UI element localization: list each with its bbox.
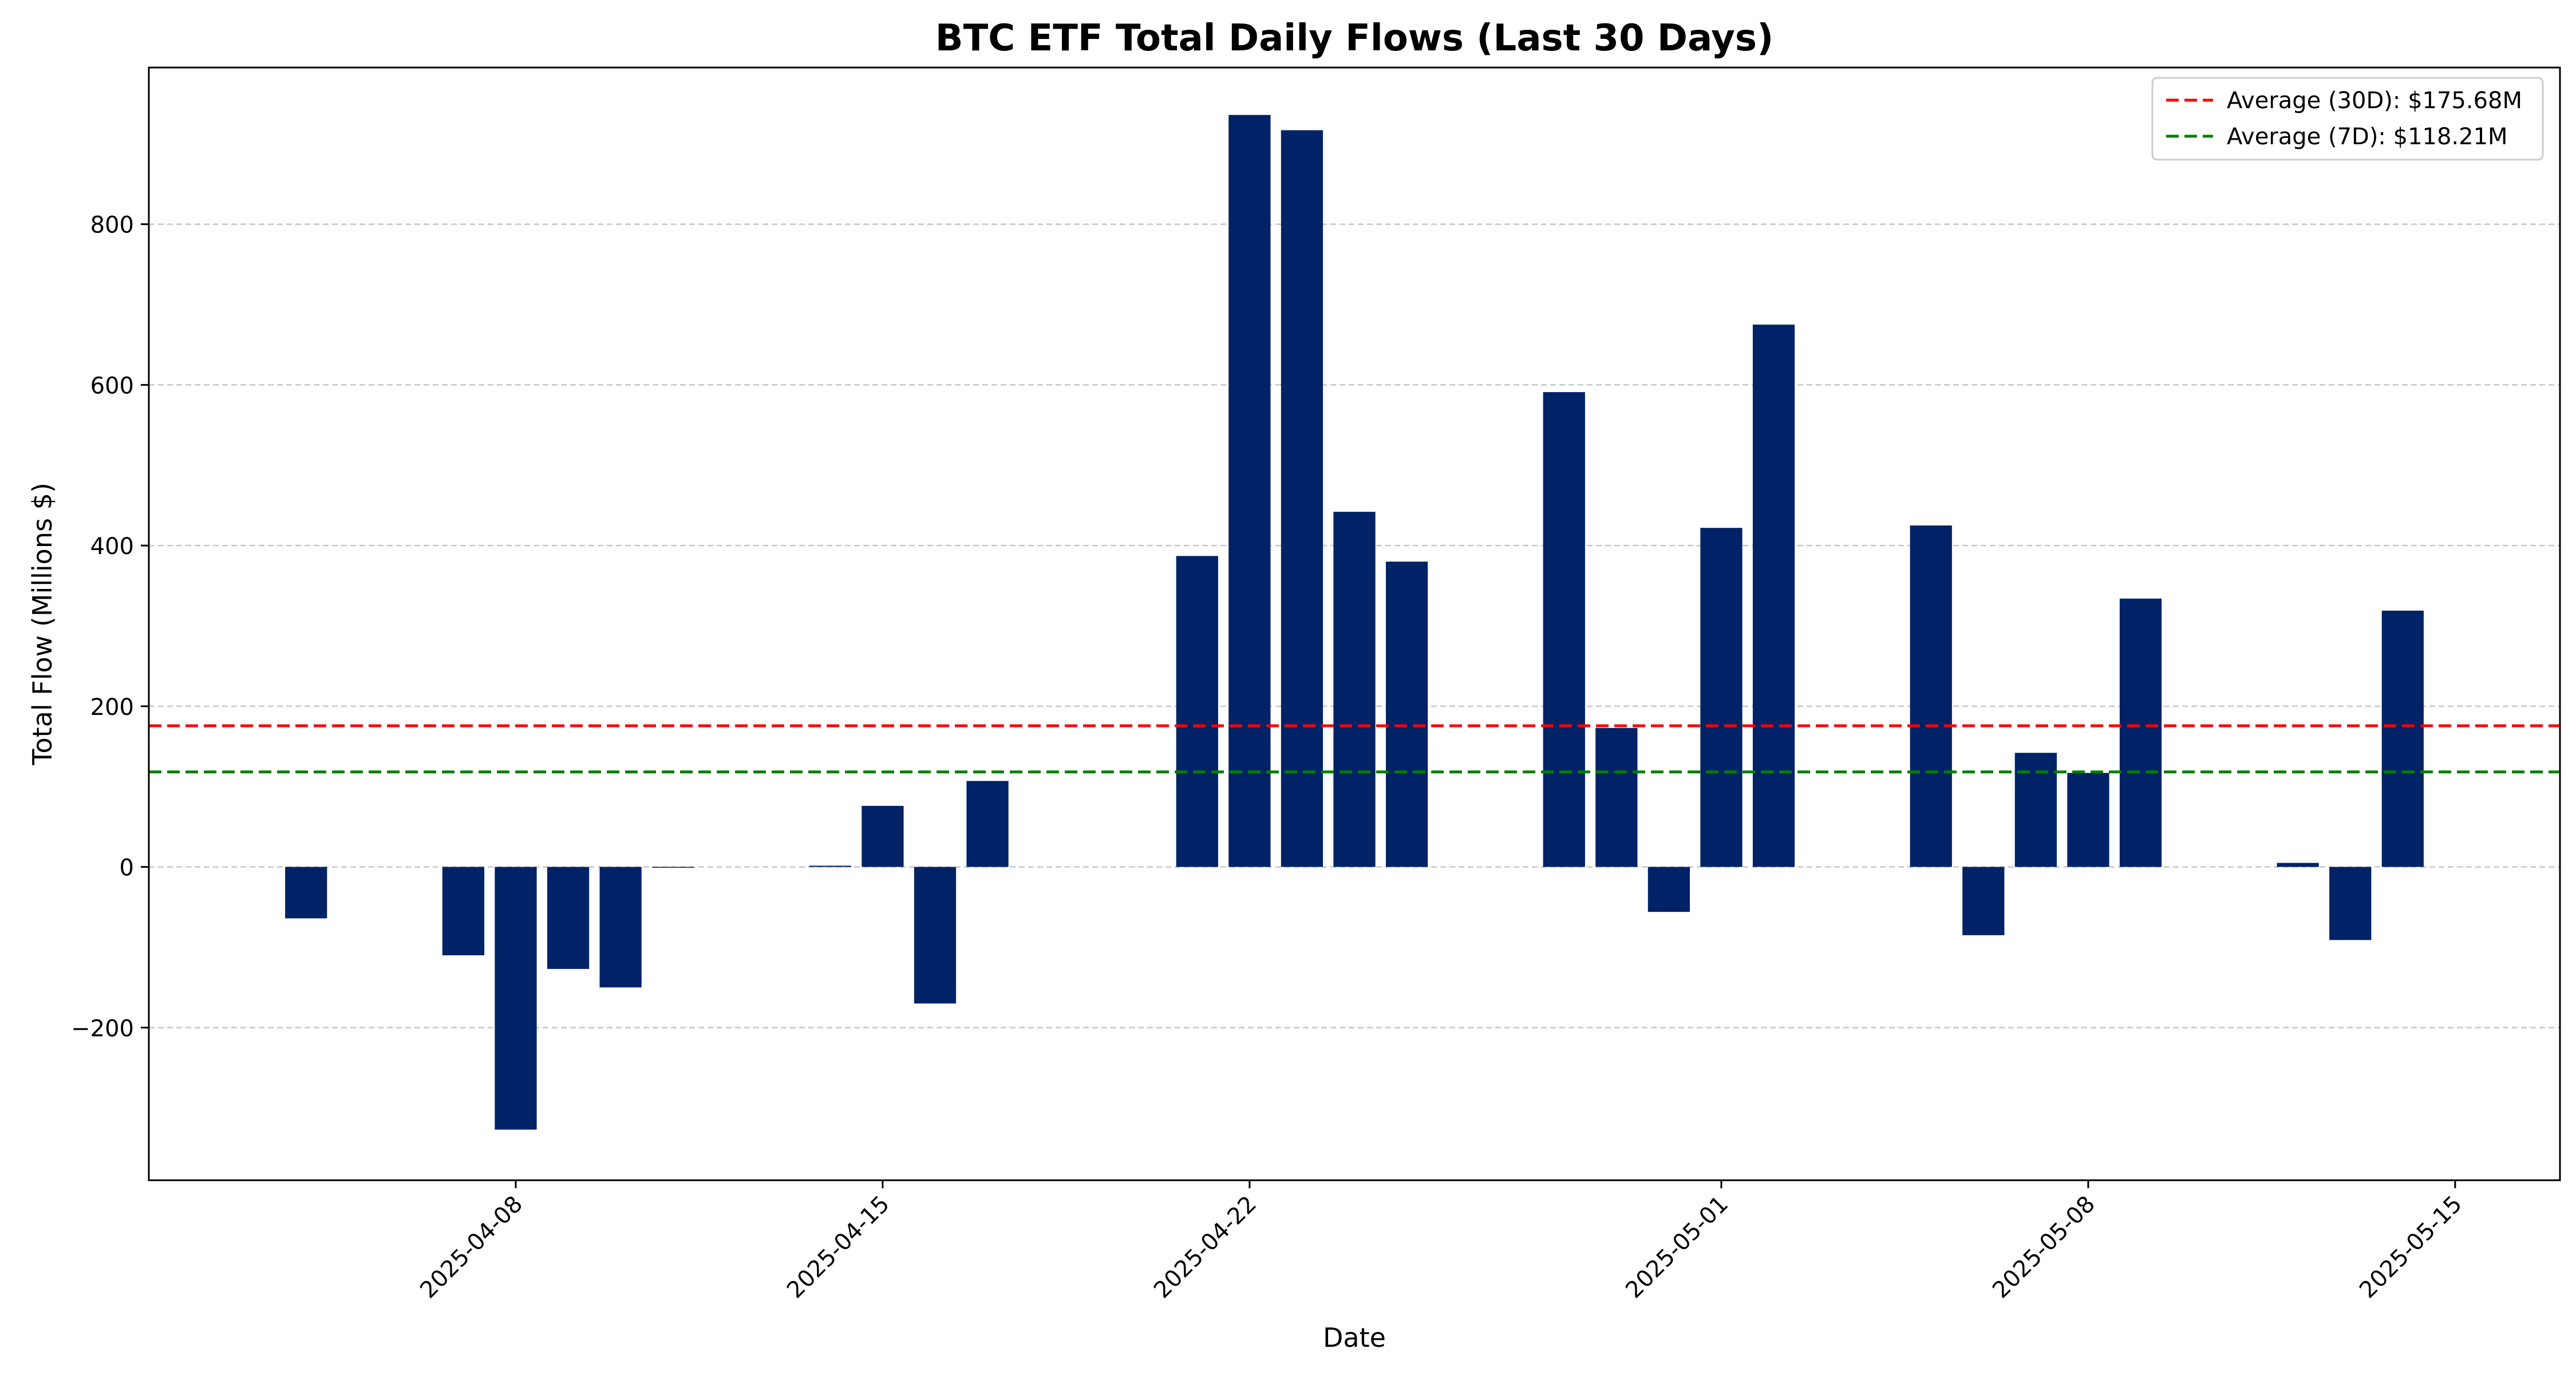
bar (2329, 867, 2372, 940)
x-tick-label: 2025-04-15 (782, 1191, 895, 1304)
reference-lines (149, 724, 2560, 774)
bar (285, 867, 327, 919)
y-axis-label: Total Flow (Millions $) (27, 483, 58, 766)
x-tick-label: 2025-05-01 (1621, 1191, 1733, 1304)
bar (1228, 114, 1271, 867)
bar (1595, 727, 1638, 867)
x-tick-label: 2025-04-22 (1149, 1191, 1262, 1304)
bar (1333, 512, 1376, 867)
y-tick-label: 800 (90, 212, 134, 239)
x-tick-label: 2025-05-08 (1988, 1191, 2100, 1304)
y-tick-label: 200 (90, 694, 134, 721)
bar (442, 867, 485, 955)
legend-label: Average (30D): $175.68M (2227, 88, 2522, 114)
x-tick-label: 2025-04-08 (415, 1191, 528, 1304)
x-axis: 2025-04-08 2025-04-15 2025-04-22 2025-05-01… (415, 1180, 2467, 1303)
y-tick-label: 400 (90, 533, 134, 560)
x-tick-label: 2025-05-15 (2354, 1191, 2467, 1304)
x-axis-label: Date (1323, 1322, 1386, 1353)
bar (1962, 867, 2005, 935)
bar (809, 865, 851, 867)
chart-title: BTC ETF Total Daily Flows (Last 30 Days) (935, 17, 1773, 60)
legend-box (2151, 77, 2544, 161)
bar (914, 867, 957, 1004)
bar (862, 805, 904, 867)
bar (2119, 598, 2162, 867)
bar (2014, 753, 2057, 867)
bar (966, 781, 1009, 867)
y-tick-label: 600 (90, 373, 134, 399)
bar (495, 867, 537, 1130)
bar (1647, 867, 1690, 912)
bars-group (285, 114, 2424, 1130)
y-tick-label: −200 (71, 1015, 134, 1042)
bar (2067, 773, 2109, 867)
legend: Average (30D): $175.68M Average (7D): $11… (2151, 77, 2544, 161)
bar (1700, 528, 1743, 867)
legend-label: Average (7D): $118.21M (2227, 124, 2508, 150)
bar (1281, 130, 1323, 867)
y-axis: −200 0 200 400 600 800 (71, 212, 149, 1042)
bar (1752, 325, 1795, 867)
bar (1176, 556, 1218, 867)
bar (652, 867, 694, 868)
bar (1910, 525, 1952, 867)
y-tick-label: 0 (120, 855, 134, 881)
bar (1543, 392, 1585, 867)
bar (2381, 610, 2424, 867)
bar (2277, 863, 2319, 867)
bar (599, 867, 642, 988)
bar (1385, 562, 1428, 867)
plot-frame (148, 66, 2561, 1181)
bar (547, 867, 590, 969)
